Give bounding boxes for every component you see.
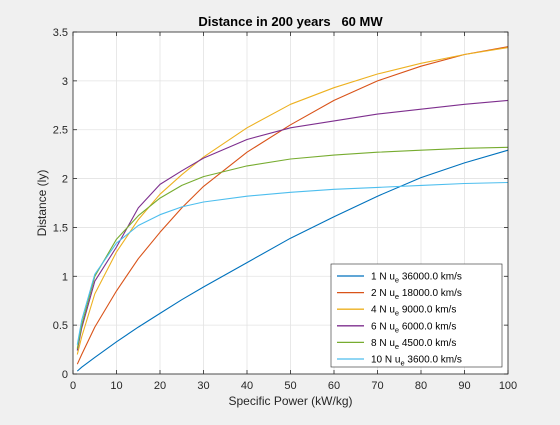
legend-entry: 6 N ue 6000.0 km/s [371,321,456,334]
series-line-1 [76,149,509,372]
x-tick-label: 70 [371,380,383,392]
x-tick-label: 60 [328,380,340,392]
plot-frame [72,31,509,375]
x-tick-label: 50 [284,380,296,392]
legend-box [330,263,503,368]
x-tick-label: 100 [499,380,517,392]
series-lines [76,46,509,372]
y-tick-label: 2.5 [53,125,68,137]
x-tick-label: 80 [415,380,427,392]
series-line-2 [76,46,509,365]
x-tick-label: 0 [70,380,76,392]
x-tick-label: 90 [458,380,470,392]
legend-entry: 10 N ue 3600.0 km/s [371,355,462,368]
y-tick-label: 3 [62,76,68,88]
series-line-3 [76,47,509,355]
x-tick-label: 30 [197,380,209,392]
legend-entry: 8 N ue 4500.0 km/s [371,338,456,351]
legend-entry: 4 N ue 9000.0 km/s [371,305,456,318]
y-tick-label: 1.5 [53,222,68,234]
x-tick-label: 40 [241,380,253,392]
series-line-4 [76,99,509,351]
legend-entry: 2 N ue 18000.0 km/s [371,288,462,301]
chart-title: Distance in 200 years 60 MW [198,14,383,29]
y-tick-label: 2 [62,174,68,186]
x-tick-label: 20 [154,380,166,392]
x-axis-label: Specific Power (kW/kg) [228,394,352,408]
tick-labels: 0 10 20 30 40 50 60 70 80 90 100 0 0.5 1 1.5 2 2.5 3 3.5 [53,27,517,392]
y-tick-label: 0.5 [53,320,68,332]
series-line-6 [76,181,509,345]
y-tick-label: 0 [62,369,68,381]
y-axis-label: Distance (ly) [35,170,49,237]
legend: 1 N ue 36000.0 km/s 2 N ue 18000.0 km/s 4 … [330,263,503,368]
legend-entry: 1 N ue 36000.0 km/s [371,272,462,285]
y-tick-label: 3.5 [53,27,68,39]
x-tick-label: 10 [110,380,122,392]
y-tick-label: 1 [62,271,68,283]
